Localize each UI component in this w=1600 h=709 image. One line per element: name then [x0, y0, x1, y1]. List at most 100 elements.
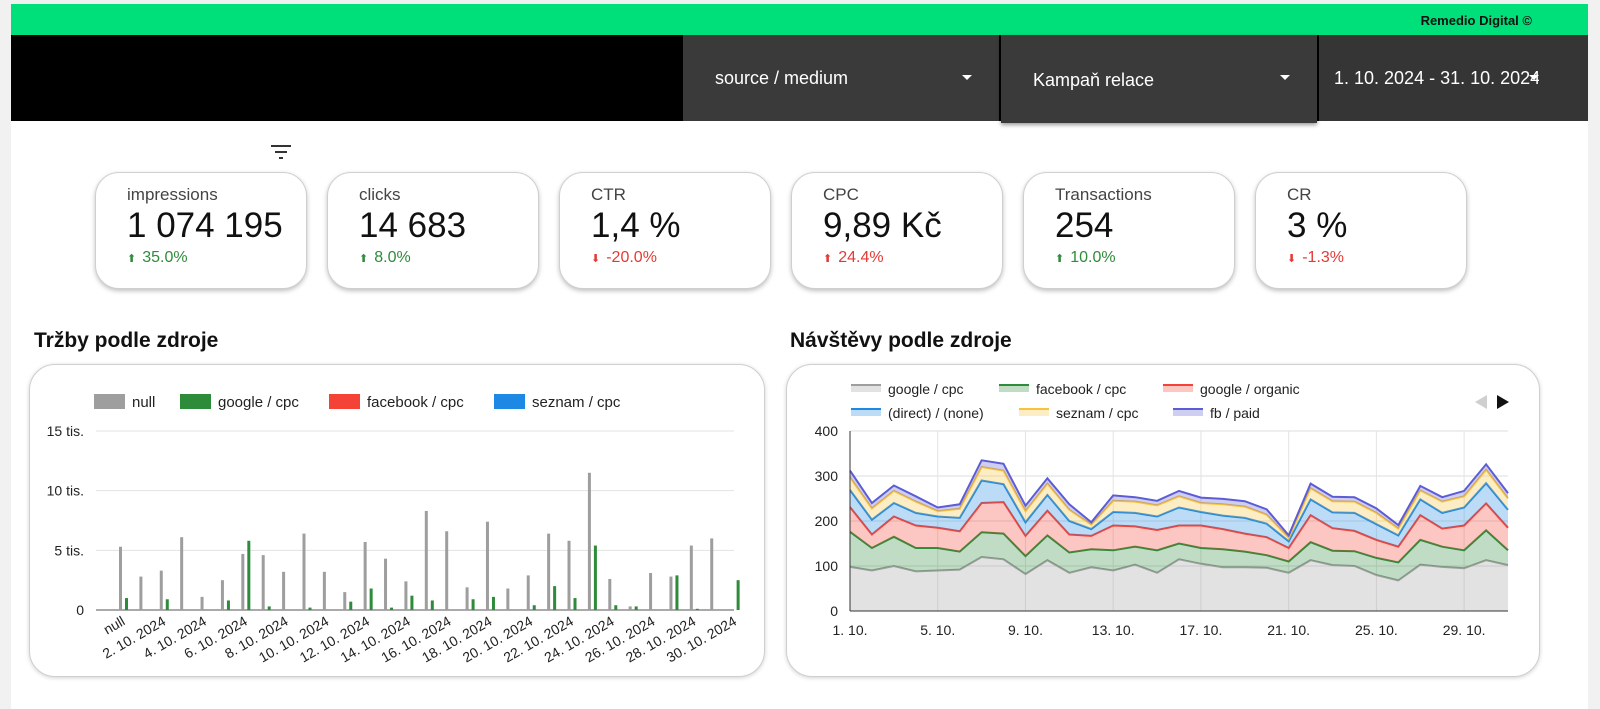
- x-tick-label: 13. 10.: [1092, 622, 1135, 638]
- area-google-cpc: [850, 557, 1508, 611]
- header-bar: source / medium Kampaň relace 1. 10. 202…: [11, 35, 1588, 123]
- bar-null: [689, 545, 693, 610]
- bar-null: [669, 576, 673, 610]
- bar-null: [404, 581, 408, 610]
- bar-null: [384, 558, 388, 610]
- legend-swatch-direct-none: [851, 409, 881, 416]
- bar-null: [200, 596, 204, 610]
- legend-swatch-facebook-cpc: [999, 385, 1029, 392]
- bar-google-cpc: [614, 605, 618, 610]
- legend-label: google / organic: [1200, 381, 1300, 397]
- bar-null: [159, 570, 163, 610]
- chevron-down-icon: [962, 75, 972, 80]
- bar-null: [282, 571, 286, 610]
- bar-null: [220, 580, 224, 610]
- bar-null: [526, 575, 530, 610]
- bar-google-cpc: [471, 599, 475, 610]
- bar-null: [710, 538, 714, 610]
- x-tick-label: 21. 10.: [1267, 622, 1310, 638]
- bar-google-cpc: [369, 588, 373, 610]
- scorecard-clicks: clicks 14 683 ⬆ 8.0%: [327, 172, 539, 289]
- bar-google-cpc: [410, 595, 414, 610]
- campaign-dropdown[interactable]: Kampaň relace: [1001, 35, 1317, 123]
- bar-null: [180, 537, 184, 610]
- chevron-left-icon[interactable]: [1475, 395, 1487, 409]
- legend-label: seznam / cpc: [532, 394, 621, 411]
- x-tick-label: 17. 10.: [1180, 622, 1223, 638]
- bar-null: [485, 521, 489, 610]
- x-tick-label: 29. 10.: [1443, 622, 1486, 638]
- bar-google-cpc: [125, 598, 128, 610]
- scorecard-label: impressions: [127, 185, 218, 204]
- line-google-organic: [849, 501, 1509, 550]
- legend-label: facebook / cpc: [367, 394, 464, 411]
- legend-swatch-google-organic: [1163, 385, 1193, 392]
- arrow-up-icon: ⬆: [127, 253, 137, 265]
- x-tick-label: 1. 10.: [832, 622, 867, 638]
- dropdown-label: Kampaň relace: [1033, 70, 1155, 90]
- bar-null: [322, 571, 326, 610]
- scorecard-impressions: impressions 1 074 195 ⬆ 35.0%: [95, 172, 307, 289]
- bar-null: [363, 541, 367, 610]
- legend-swatch-facebook-cpc: [329, 394, 360, 409]
- arrow-up-icon: ⬆: [1055, 253, 1065, 265]
- y-tick-label: 15 tis.: [47, 423, 84, 439]
- bar-google-cpc: [349, 601, 353, 610]
- legend-label: fb / paid: [1210, 405, 1260, 421]
- y-tick-label: 400: [815, 423, 839, 439]
- revenue-bar-chart: null google / cpc facebook / cpc seznam / c…: [47, 394, 740, 666]
- bar-null: [119, 546, 122, 610]
- bar-null: [261, 555, 265, 610]
- top-accent-bar: Remedio Digital ©: [11, 4, 1588, 35]
- dropdown-label: source / medium: [715, 68, 849, 88]
- scorecard-value: 1,4 %: [591, 206, 681, 245]
- chevron-down-icon: [1529, 75, 1539, 80]
- line-facebook-cpc: [849, 529, 1509, 564]
- x-tick-label: 5. 10.: [920, 622, 955, 638]
- legend-label: null: [132, 394, 155, 411]
- source-medium-dropdown[interactable]: source / medium: [683, 35, 999, 121]
- legend-swatch-null: [94, 394, 125, 409]
- bar-google-cpc: [226, 600, 230, 610]
- y-tick-label: 5 tis.: [54, 542, 84, 558]
- legend-label: google / cpc: [218, 394, 299, 411]
- scorecard-delta: ⬆ 35.0%: [127, 249, 188, 266]
- scorecard-label: CPC: [823, 185, 859, 204]
- scorecard-label: clicks: [359, 185, 401, 204]
- scorecard-transactions: Transactions 254 ⬆ 10.0%: [1023, 172, 1235, 289]
- y-tick-label: 0: [76, 602, 84, 618]
- arrow-up-icon: ⬆: [823, 253, 833, 265]
- bar-null: [241, 553, 245, 610]
- chevron-right-icon[interactable]: [1497, 395, 1509, 409]
- area-facebook-cpc: [850, 530, 1508, 581]
- x-tick-label: 25. 10.: [1355, 622, 1398, 638]
- bar-google-cpc: [430, 600, 434, 610]
- visits-chart-title: Návštěvy podle zdroje: [790, 329, 1012, 352]
- legend-label: facebook / cpc: [1036, 381, 1126, 397]
- arrow-down-icon: ⬇: [1287, 253, 1297, 265]
- bar-google-cpc: [491, 596, 495, 610]
- bar-null: [343, 592, 347, 610]
- bar-null: [628, 606, 632, 610]
- scorecard-value: 9,89 Kč: [823, 206, 942, 245]
- legend-swatch-seznam-cpc: [1019, 409, 1049, 416]
- bar-google-cpc: [267, 606, 271, 610]
- line-google-cpc: [849, 555, 1509, 582]
- bar-google-cpc: [573, 598, 577, 610]
- bar-google-cpc: [634, 606, 638, 610]
- line-seznam-cpc: [849, 465, 1509, 540]
- date-range-dropdown[interactable]: 1. 10. 2024 - 31. 10. 2024: [1319, 35, 1588, 121]
- legend-swatch-google-cpc: [180, 394, 211, 409]
- bar-google-cpc: [675, 575, 679, 610]
- scorecard-cr: CR 3 % ⬇ -1.3%: [1255, 172, 1467, 289]
- chevron-down-icon: [1280, 75, 1290, 80]
- line-direct-none: [849, 479, 1509, 543]
- bar-google-cpc: [308, 607, 312, 610]
- arrow-down-icon: ⬇: [591, 253, 601, 265]
- bar-null: [567, 540, 571, 610]
- bar-null: [424, 510, 428, 610]
- legend-swatch-seznam-cpc: [494, 394, 525, 409]
- bar-google-cpc: [247, 540, 251, 610]
- bar-null: [445, 531, 449, 610]
- filter-icon[interactable]: [271, 144, 291, 160]
